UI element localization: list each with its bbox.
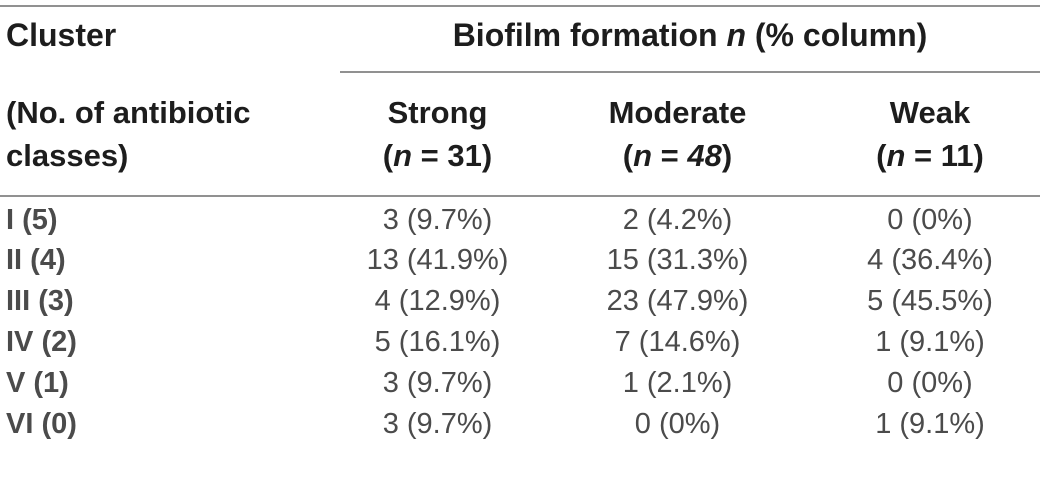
row-label: VI (0) <box>6 408 77 440</box>
group-header-suffix: (% column) <box>746 16 928 53</box>
table-figure: Cluster Biofilm formation n (% column) (… <box>0 5 1040 504</box>
cell-strong: 5 (16.1%) <box>374 326 501 358</box>
cell-strong: 3 (9.7%) <box>382 408 493 440</box>
cell-strong: 3 (9.7%) <box>382 203 493 236</box>
group-header-prefix: Biofilm formation <box>452 16 727 53</box>
biofilm-formation-table: Cluster Biofilm formation n (% column) (… <box>0 5 1040 442</box>
cell-weak: 5 (45.5%) <box>867 285 993 317</box>
column-header-strong-label: Strong <box>387 95 488 130</box>
column-header-weak-n: (n = 11) <box>876 138 984 173</box>
table-row-cluster-4: IV (2) 5 (16.1%) 7 (14.6%) 1 (9.1%) <box>0 319 1040 360</box>
group-header-biofilm: Biofilm formation n (% column) <box>340 6 1040 73</box>
cell-strong: 4 (12.9%) <box>374 285 501 317</box>
table-row-cluster-3: III (3) 4 (12.9%) 23 (47.9%) 5 (45.5%) <box>0 278 1040 319</box>
row-label: III (3) <box>6 285 74 317</box>
column-header-weak: Weak (n = 11) <box>820 72 1040 196</box>
cell-weak: 4 (36.4%) <box>867 244 993 276</box>
row-label: IV (2) <box>6 326 77 358</box>
table-row-cluster-2: II (4) 13 (41.9%) 15 (31.3%) 4 (36.4%) <box>0 237 1040 278</box>
cell-moderate: 2 (4.2%) <box>622 203 733 236</box>
cell-strong: 3 (9.7%) <box>382 367 493 399</box>
table-row-cluster-1: I (5) 3 (9.7%) 2 (4.2%) 0 (0%) <box>0 196 1040 237</box>
cell-weak: 1 (9.1%) <box>875 408 985 440</box>
cell-moderate: 15 (31.3%) <box>606 244 749 276</box>
cell-strong: 13 (41.9%) <box>366 244 509 276</box>
header-cluster: Cluster <box>6 17 117 53</box>
table-row-cluster-6: VI (0) 3 (9.7%) 0 (0%) 1 (9.1%) <box>0 401 1040 442</box>
cell-moderate: 23 (47.9%) <box>606 285 749 317</box>
column-header-moderate: Moderate (n = 48) <box>535 72 820 196</box>
cell-moderate: 0 (0%) <box>634 408 721 440</box>
subheader-row: (No. of antibiotic classes) Strong (n = … <box>0 72 1040 196</box>
header-antibiotic-classes-line1: (No. of antibiotic <box>6 94 251 130</box>
row-label: I (5) <box>6 203 58 236</box>
column-header-moderate-label: Moderate <box>608 95 747 130</box>
group-header-n-italic: n <box>726 16 746 53</box>
column-header-moderate-n: (n = 48) <box>622 138 733 173</box>
header-antibiotic-classes-line2: classes) <box>6 137 129 173</box>
cell-weak: 0 (0%) <box>887 367 973 399</box>
column-header-weak-label: Weak <box>889 95 971 130</box>
cell-moderate: 7 (14.6%) <box>614 326 741 358</box>
row-label: II (4) <box>6 244 66 276</box>
cell-moderate: 1 (2.1%) <box>622 367 733 399</box>
cell-weak: 0 (0%) <box>887 203 973 236</box>
column-header-strong-n: (n = 31) <box>382 138 493 173</box>
column-header-strong: Strong (n = 31) <box>340 72 535 196</box>
header-antibiotic-classes: (No. of antibiotic classes) <box>0 72 340 196</box>
cell-weak: 1 (9.1%) <box>875 326 985 358</box>
row-label: V (1) <box>6 367 69 399</box>
table-row-cluster-5: V (1) 3 (9.7%) 1 (2.1%) 0 (0%) <box>0 360 1040 401</box>
group-header-row: Cluster Biofilm formation n (% column) <box>0 6 1040 73</box>
